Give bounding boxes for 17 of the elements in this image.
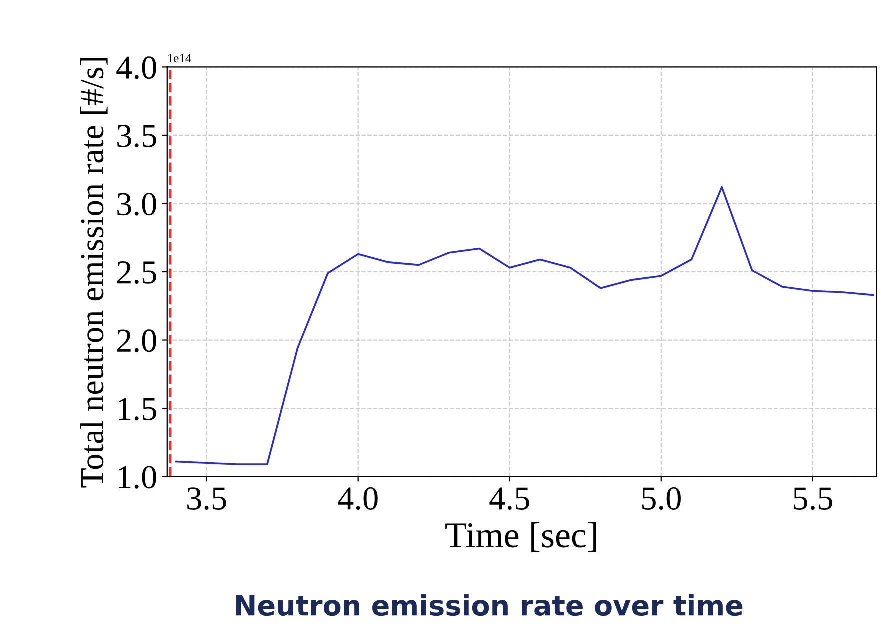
- y-axis-title: Total neutron emission rate [#/s]: [80, 58, 108, 488]
- y-tick-label: 1.0: [118, 466, 156, 489]
- text: Neutron emission rate over time: [236, 594, 743, 616]
- y-tick-label: 2.0: [117, 330, 156, 352]
- x-tick-label: 3.5: [188, 488, 226, 510]
- x-tick-label: 4.0: [338, 487, 378, 510]
- x-tick-label: 5.0: [642, 487, 681, 510]
- text: 1e14: [168, 54, 192, 63]
- y-tick-label: 3.5: [118, 124, 156, 148]
- y-tick-label: 1.5: [118, 398, 156, 421]
- y-tick-label: 2.5: [117, 261, 156, 284]
- y-tick-label: 3.0: [118, 193, 156, 216]
- x-axis-title: Time [sec]: [446, 522, 596, 552]
- x-tick-label: 4.5: [490, 488, 530, 510]
- y-tick-label: 4.0: [116, 56, 156, 80]
- line-series: [176, 186, 874, 466]
- x-tick-label: 5.5: [794, 488, 832, 510]
